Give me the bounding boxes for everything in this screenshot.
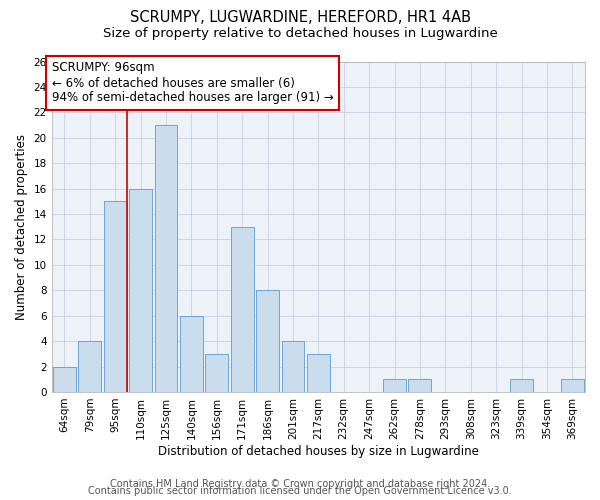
- Bar: [180, 316, 203, 392]
- Text: Size of property relative to detached houses in Lugwardine: Size of property relative to detached ho…: [103, 28, 497, 40]
- Bar: [409, 379, 431, 392]
- Bar: [281, 341, 304, 392]
- Text: Contains HM Land Registry data © Crown copyright and database right 2024.: Contains HM Land Registry data © Crown c…: [110, 479, 490, 489]
- X-axis label: Distribution of detached houses by size in Lugwardine: Distribution of detached houses by size …: [158, 444, 479, 458]
- Bar: [561, 379, 584, 392]
- Text: Contains public sector information licensed under the Open Government Licence v3: Contains public sector information licen…: [88, 486, 512, 496]
- Bar: [231, 226, 254, 392]
- Text: SCRUMPY, LUGWARDINE, HEREFORD, HR1 4AB: SCRUMPY, LUGWARDINE, HEREFORD, HR1 4AB: [130, 10, 470, 25]
- Bar: [104, 202, 127, 392]
- Bar: [307, 354, 330, 392]
- Text: SCRUMPY: 96sqm
← 6% of detached houses are smaller (6)
94% of semi-detached hous: SCRUMPY: 96sqm ← 6% of detached houses a…: [52, 62, 334, 104]
- Bar: [79, 341, 101, 392]
- Bar: [383, 379, 406, 392]
- Bar: [129, 188, 152, 392]
- Bar: [53, 366, 76, 392]
- Bar: [510, 379, 533, 392]
- Bar: [205, 354, 228, 392]
- Bar: [155, 125, 178, 392]
- Y-axis label: Number of detached properties: Number of detached properties: [15, 134, 28, 320]
- Bar: [256, 290, 279, 392]
